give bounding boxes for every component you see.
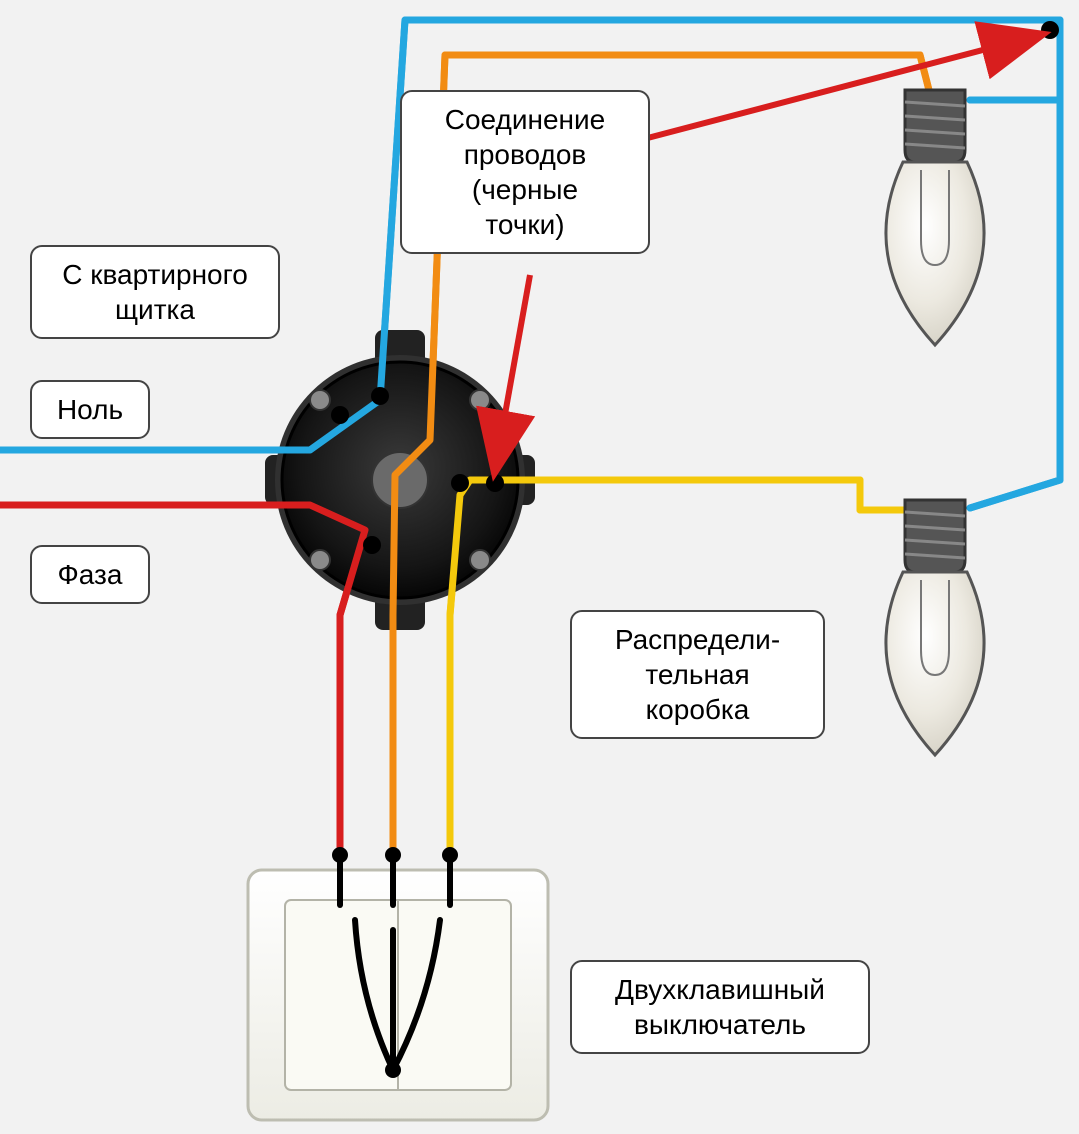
connection-dot xyxy=(363,536,381,554)
label-switch: Двухклавишный выключатель xyxy=(570,960,870,1054)
connection-dot xyxy=(1041,21,1059,39)
double-switch xyxy=(248,847,548,1120)
connection-dot xyxy=(451,474,469,492)
light-bulbs xyxy=(886,90,984,755)
connection-dot xyxy=(371,387,389,405)
connection-dot xyxy=(486,474,504,492)
label-connections: Соединение проводов (черные точки) xyxy=(400,90,650,254)
label-from-panel: С квартирного щитка xyxy=(30,245,280,339)
callout-arrow xyxy=(640,35,1040,140)
connection-dot xyxy=(331,406,349,424)
label-neutral: Ноль xyxy=(30,380,150,439)
label-junction-box: Распредели- тельная коробка xyxy=(570,610,825,739)
bulb-1 xyxy=(886,90,984,345)
bulb-2 xyxy=(886,500,984,755)
label-phase: Фаза xyxy=(30,545,150,604)
